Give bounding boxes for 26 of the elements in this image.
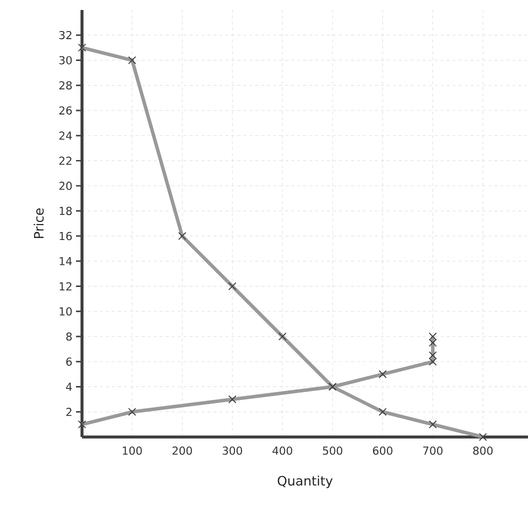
x-tick-label: 500: [322, 446, 342, 455]
y-tick-label: 18: [60, 206, 72, 216]
y-tick-label: 4: [66, 382, 72, 391]
y-tick-label: 12: [60, 282, 72, 290]
y-tick-label: 28: [59, 81, 72, 90]
y-tick-label: 24: [59, 132, 72, 140]
y-tick-label: 6: [66, 357, 72, 366]
x-tick-label: 800: [473, 446, 493, 455]
y-tick-label: 30: [59, 56, 72, 64]
y-tick-label: 26: [59, 106, 72, 115]
x-tick-label: 300: [222, 446, 242, 455]
y-tick-label: 8: [66, 332, 72, 341]
x-tick-label: 200: [172, 446, 192, 455]
x-axis-title: Quantity: [278, 476, 333, 488]
x-tick-label: 400: [272, 446, 292, 455]
y-tick-label: 32: [59, 30, 72, 40]
y-axis-title: Price: [34, 208, 44, 238]
x-tick-label: 600: [372, 446, 392, 455]
y-tick-label: 2: [66, 408, 72, 416]
y-tick-label: 10: [60, 307, 72, 316]
y-tick-label: 20: [59, 182, 72, 190]
x-tick-label: 700: [423, 446, 442, 455]
y-tick-label: 16: [60, 232, 72, 240]
x-tick-label: 100: [122, 446, 142, 455]
y-tick-label: 14: [60, 257, 72, 266]
y-tick-label: 22: [59, 156, 72, 165]
